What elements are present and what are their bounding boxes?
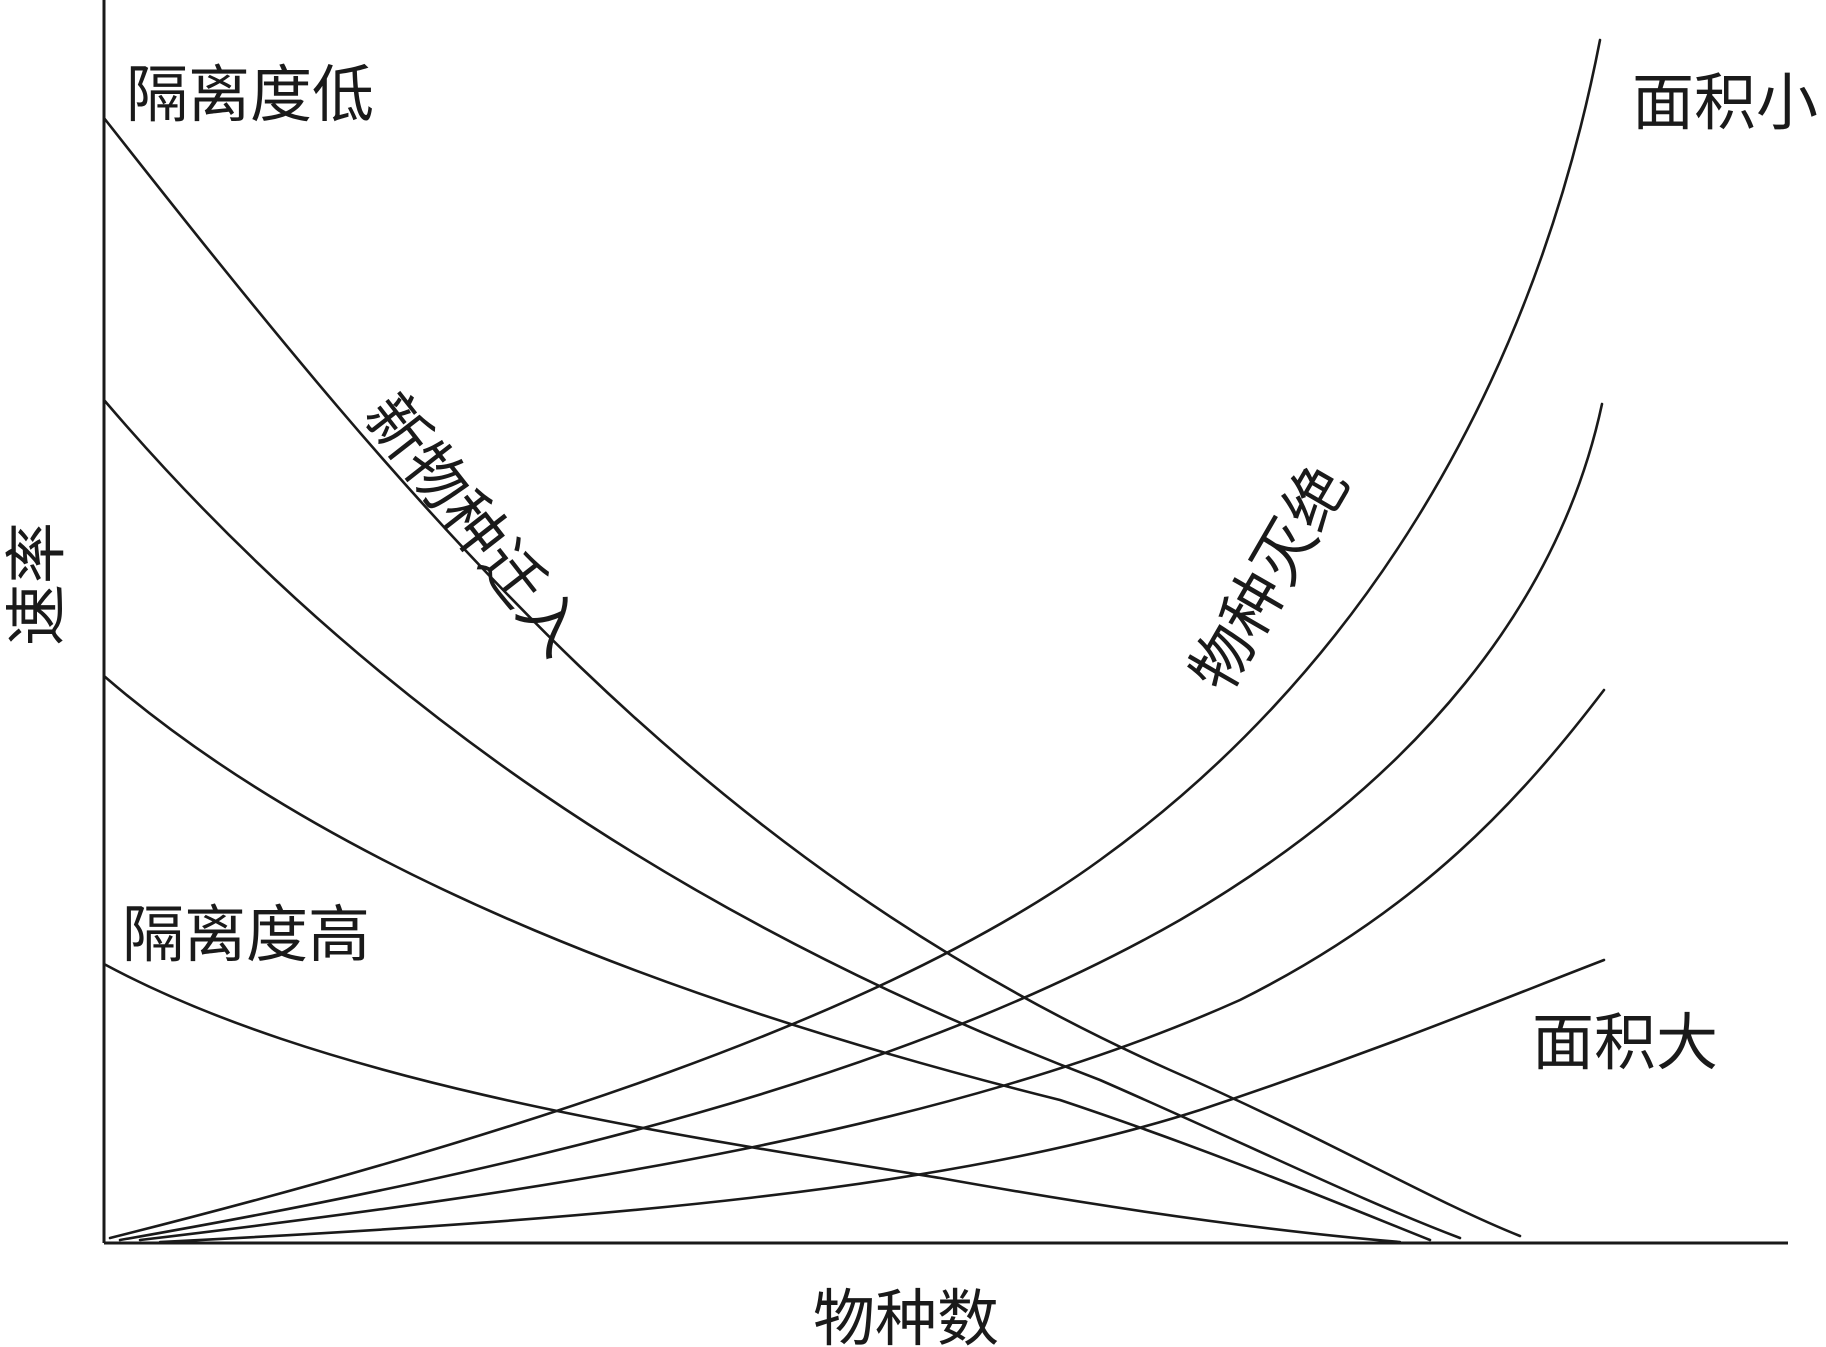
extinction-curve-2 xyxy=(118,402,1604,1242)
immigration-curve-2 xyxy=(102,398,1462,1240)
extinction-low-label: 面积大 xyxy=(1532,1006,1718,1079)
extinction-curve-area-small xyxy=(108,38,1602,1240)
immigration-high-label: 隔离度低 xyxy=(126,58,374,131)
extinction-curves xyxy=(108,38,1606,1244)
immigration-curve-3 xyxy=(102,674,1432,1242)
immigration-curve-isolation-high xyxy=(102,962,1402,1244)
x-axis-label: 物种数 xyxy=(813,1282,999,1347)
extinction-curve-area-large xyxy=(158,958,1606,1244)
immigration-curve-isolation-low xyxy=(102,116,1522,1238)
extinction-high-label: 面积小 xyxy=(1632,66,1818,139)
extinction-curve-3 xyxy=(138,688,1606,1242)
extinction-curve-label: 物种灭绝 xyxy=(1176,452,1363,703)
y-axis-label: 速率 xyxy=(0,522,73,646)
immigration-curves xyxy=(102,116,1522,1244)
immigration-low-label: 隔离度高 xyxy=(122,898,370,971)
immigration-curve-label: 新物种迁入 xyxy=(350,380,598,669)
